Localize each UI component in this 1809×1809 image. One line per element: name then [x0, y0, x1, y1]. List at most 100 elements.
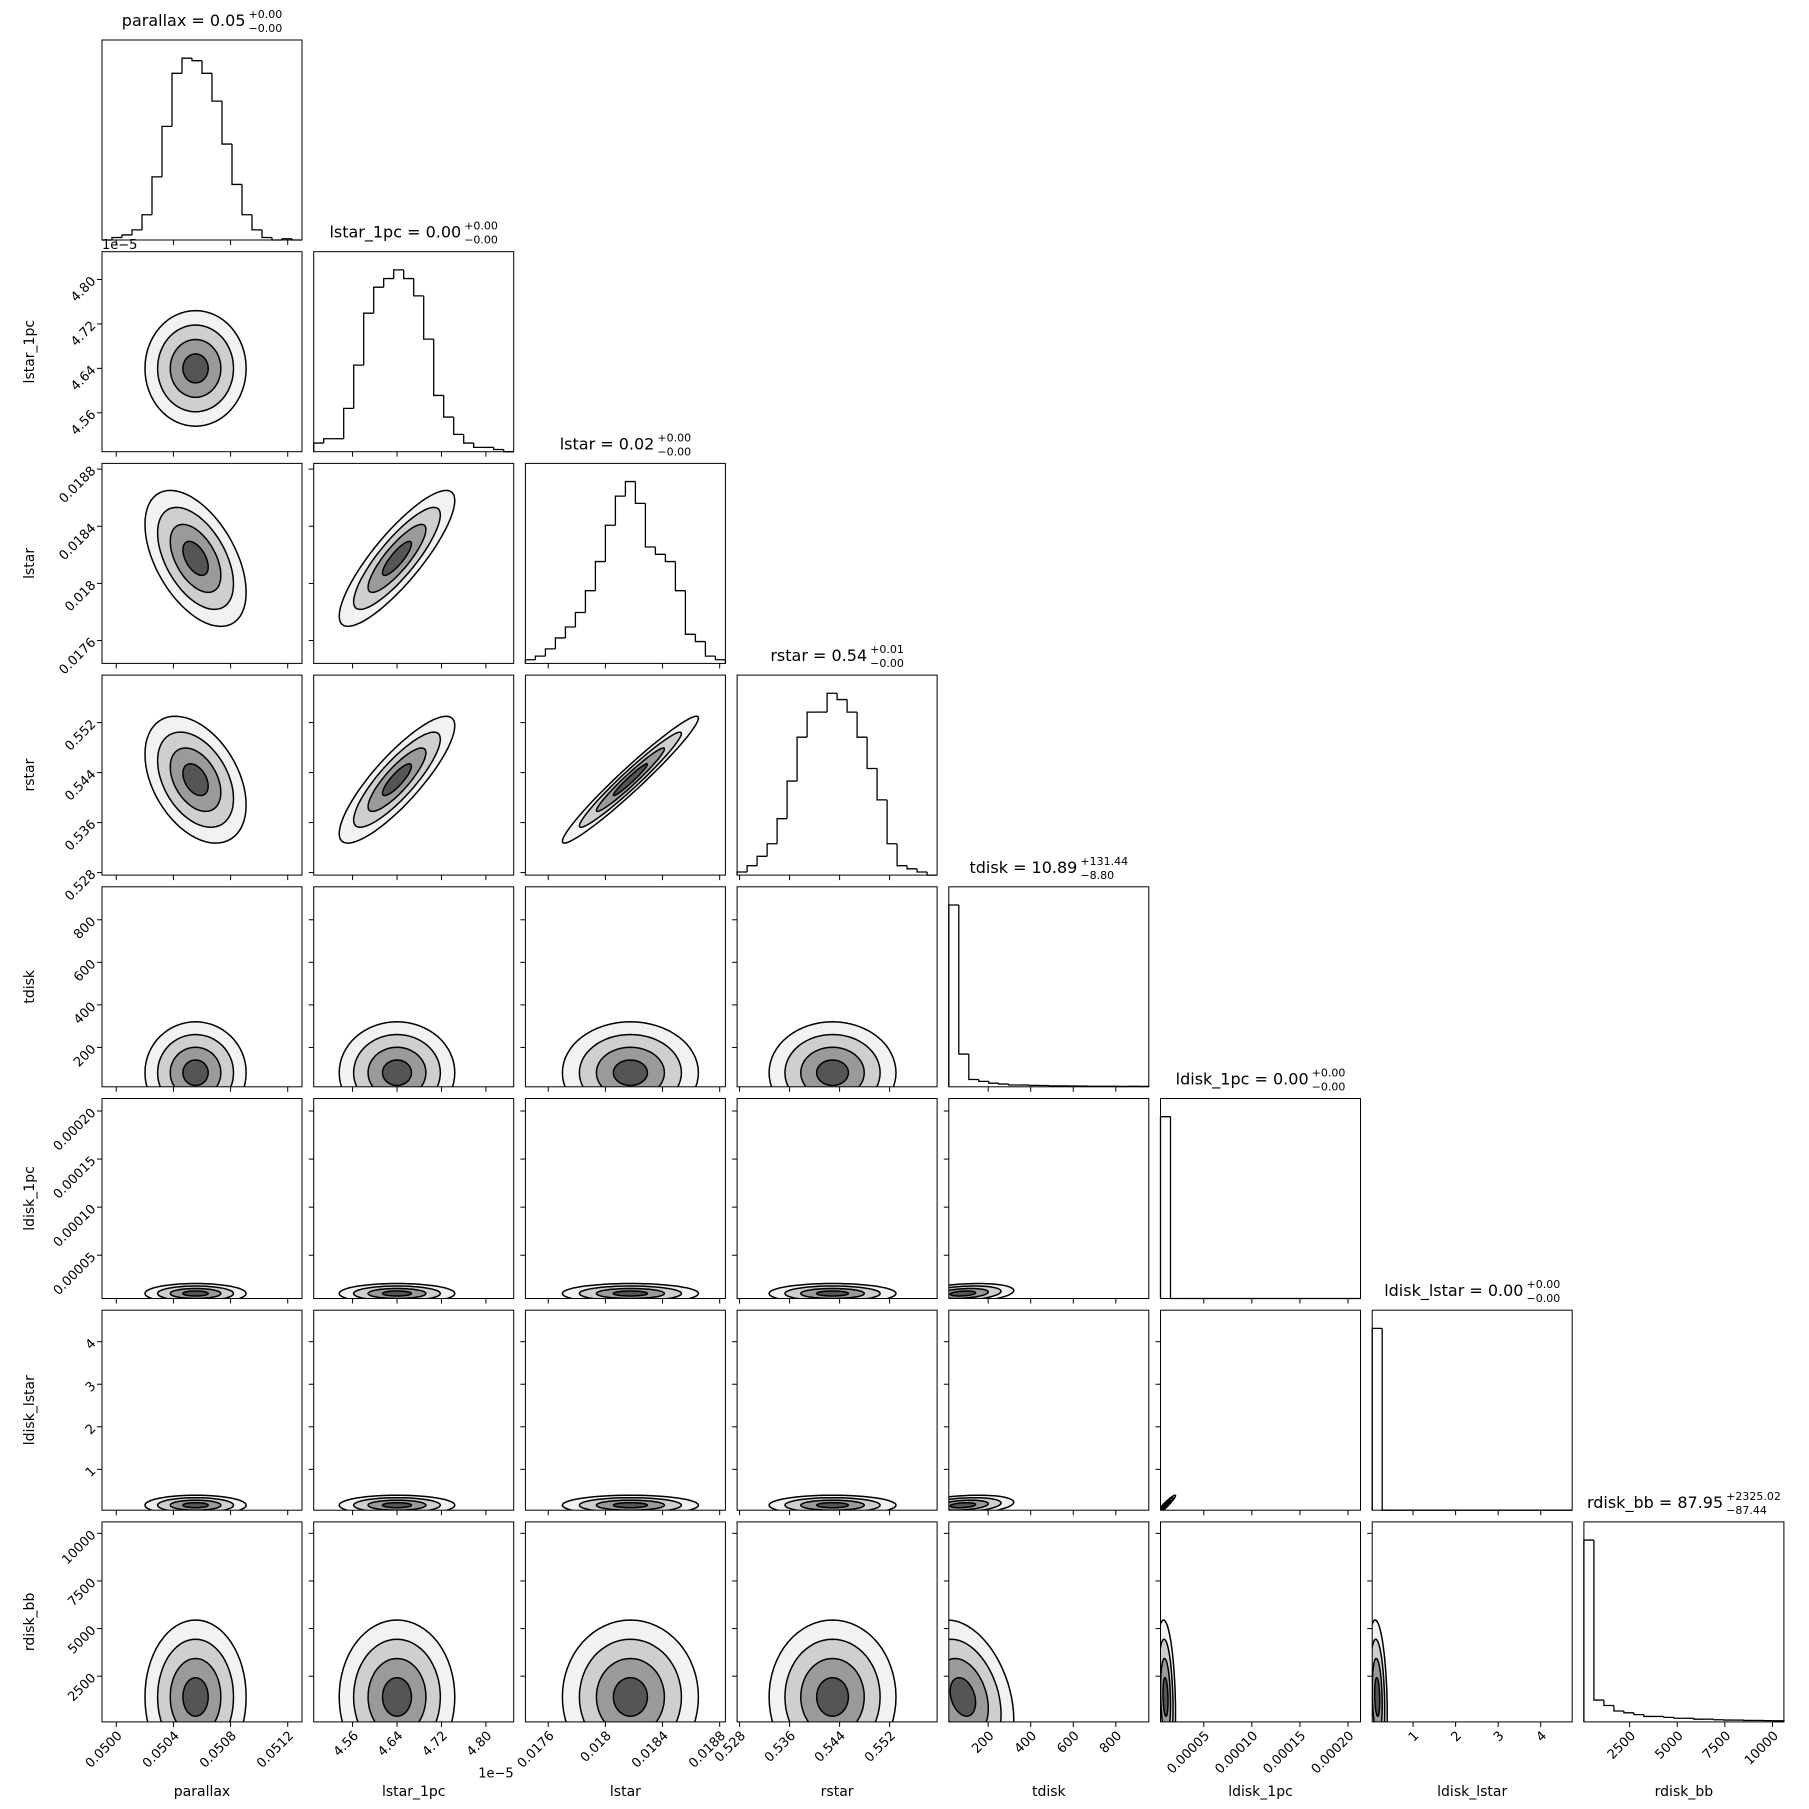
panel-frame	[313, 886, 515, 1088]
x-tick-label: 0.0504	[140, 1729, 183, 1772]
x-axis-label: ldisk_lstar	[1437, 1784, 1507, 1800]
y-tick-label: 4	[83, 1336, 99, 1352]
panel-title: rstar = 0.54	[770, 646, 867, 665]
histogram-bin	[323, 438, 334, 444]
contour	[182, 763, 209, 797]
panel-frame	[313, 251, 515, 453]
panel	[308, 674, 515, 881]
panel-frame	[948, 1309, 1150, 1511]
density	[144, 1021, 247, 1087]
histogram-bin	[978, 1079, 989, 1082]
density	[338, 715, 456, 844]
histogram-bin	[1643, 1714, 1654, 1718]
histogram-bin	[1693, 1718, 1704, 1720]
histogram-bin	[313, 442, 324, 452]
x-tick-label: 0.544	[812, 1729, 849, 1766]
x-tick-label: 2	[1448, 1729, 1464, 1745]
y-tick-label: 200	[71, 1042, 99, 1070]
histogram-bin	[1613, 1705, 1624, 1712]
x-tick-label: 0.552	[862, 1729, 899, 1766]
y-tick-label: 4.80	[68, 274, 99, 305]
x-tick-label: 2500	[1605, 1729, 1639, 1763]
histogram-bin	[968, 1054, 979, 1081]
y-tick-label: 0.552	[62, 717, 99, 754]
histogram-bin	[866, 737, 878, 770]
histogram-bin	[211, 73, 222, 102]
panel: lstar = 0.02 +0.00−0.00	[524, 431, 727, 669]
histogram-bin	[191, 58, 202, 62]
histogram-bin	[433, 339, 444, 397]
histogram-bin	[1623, 1710, 1634, 1714]
panel-frame	[313, 1309, 515, 1511]
histogram-bin	[886, 799, 898, 845]
y-tick-label: 0.00010	[51, 1202, 100, 1251]
panel: tdisk = 10.89 +131.44−8.80	[948, 855, 1150, 1092]
histogram-bin	[674, 561, 686, 592]
histogram-bin	[261, 229, 272, 239]
panel: 1 2 3 4	[83, 1309, 303, 1516]
panel	[732, 1098, 938, 1304]
title-lower: −0.00	[1312, 1081, 1346, 1094]
histogram-bin	[634, 481, 646, 505]
x-axis-label: rdisk_bb	[1655, 1784, 1714, 1800]
density	[768, 1494, 897, 1511]
panel-frame	[101, 1098, 303, 1299]
contour	[949, 1676, 977, 1717]
panel-title: ldisk_lstar = 0.00	[1384, 1281, 1523, 1301]
panel: 4.56 4.64 4.72 4.80	[68, 251, 303, 457]
panel-frame	[101, 251, 303, 453]
histogram-bin	[383, 277, 394, 288]
density	[338, 1282, 456, 1299]
y-tick-label: 3	[83, 1379, 99, 1395]
contour	[949, 1290, 977, 1297]
histogram-bin	[574, 611, 586, 628]
histogram-bin	[493, 447, 504, 451]
histogram-bin	[1381, 1328, 1393, 1511]
y-tick-label: 10000	[59, 1528, 99, 1568]
x-tick-label: 0.0512	[254, 1729, 297, 1772]
x-tick-label: 4	[1534, 1729, 1550, 1745]
histogram-bin	[534, 655, 546, 660]
y-tick-label: 0.00015	[51, 1154, 100, 1203]
histogram-bin	[373, 286, 384, 314]
contour	[182, 1501, 210, 1509]
x-axis-label: ldisk_1pc	[1228, 1784, 1293, 1800]
panel-frame	[524, 1098, 726, 1299]
panel: rstar = 0.54 +0.01−0.00	[736, 643, 938, 881]
x-tick-label: 800	[1097, 1729, 1125, 1757]
density	[561, 1494, 700, 1511]
contour	[815, 1059, 850, 1087]
histogram-bin	[453, 417, 464, 436]
histogram-bin	[654, 547, 666, 555]
title-upper: +0.00	[1526, 1278, 1560, 1291]
y-axis-label: ldisk_1pc	[22, 1166, 38, 1231]
density	[768, 1021, 897, 1087]
histogram-bin	[241, 184, 252, 216]
panel-title: ldisk_1pc = 0.00	[1176, 1070, 1309, 1090]
contour	[381, 1290, 413, 1297]
histogram-bin	[1593, 1540, 1604, 1701]
title-upper: +0.00	[657, 431, 691, 444]
histogram-bin	[131, 229, 142, 235]
density	[561, 1021, 700, 1087]
panel: 4.56 4.64 4.72 4.80	[308, 1521, 515, 1760]
histogram-bin	[1663, 1716, 1674, 1718]
contour	[381, 1676, 413, 1717]
panel-title: lstar_1pc = 0.00	[329, 223, 461, 243]
histogram-bin	[221, 101, 232, 145]
contour	[182, 353, 209, 384]
y-tick-label: 2500	[65, 1671, 99, 1705]
panel	[732, 1309, 938, 1516]
density	[338, 1494, 456, 1511]
histogram-bin	[1673, 1717, 1684, 1719]
x-tick-label: 4.64	[375, 1729, 406, 1760]
histogram-bin	[998, 1083, 1009, 1085]
y-tick-label: 0.018	[62, 578, 99, 615]
histogram-bin	[1159, 1116, 1171, 1299]
y-tick-label: 600	[71, 957, 99, 985]
contour	[381, 1059, 413, 1087]
